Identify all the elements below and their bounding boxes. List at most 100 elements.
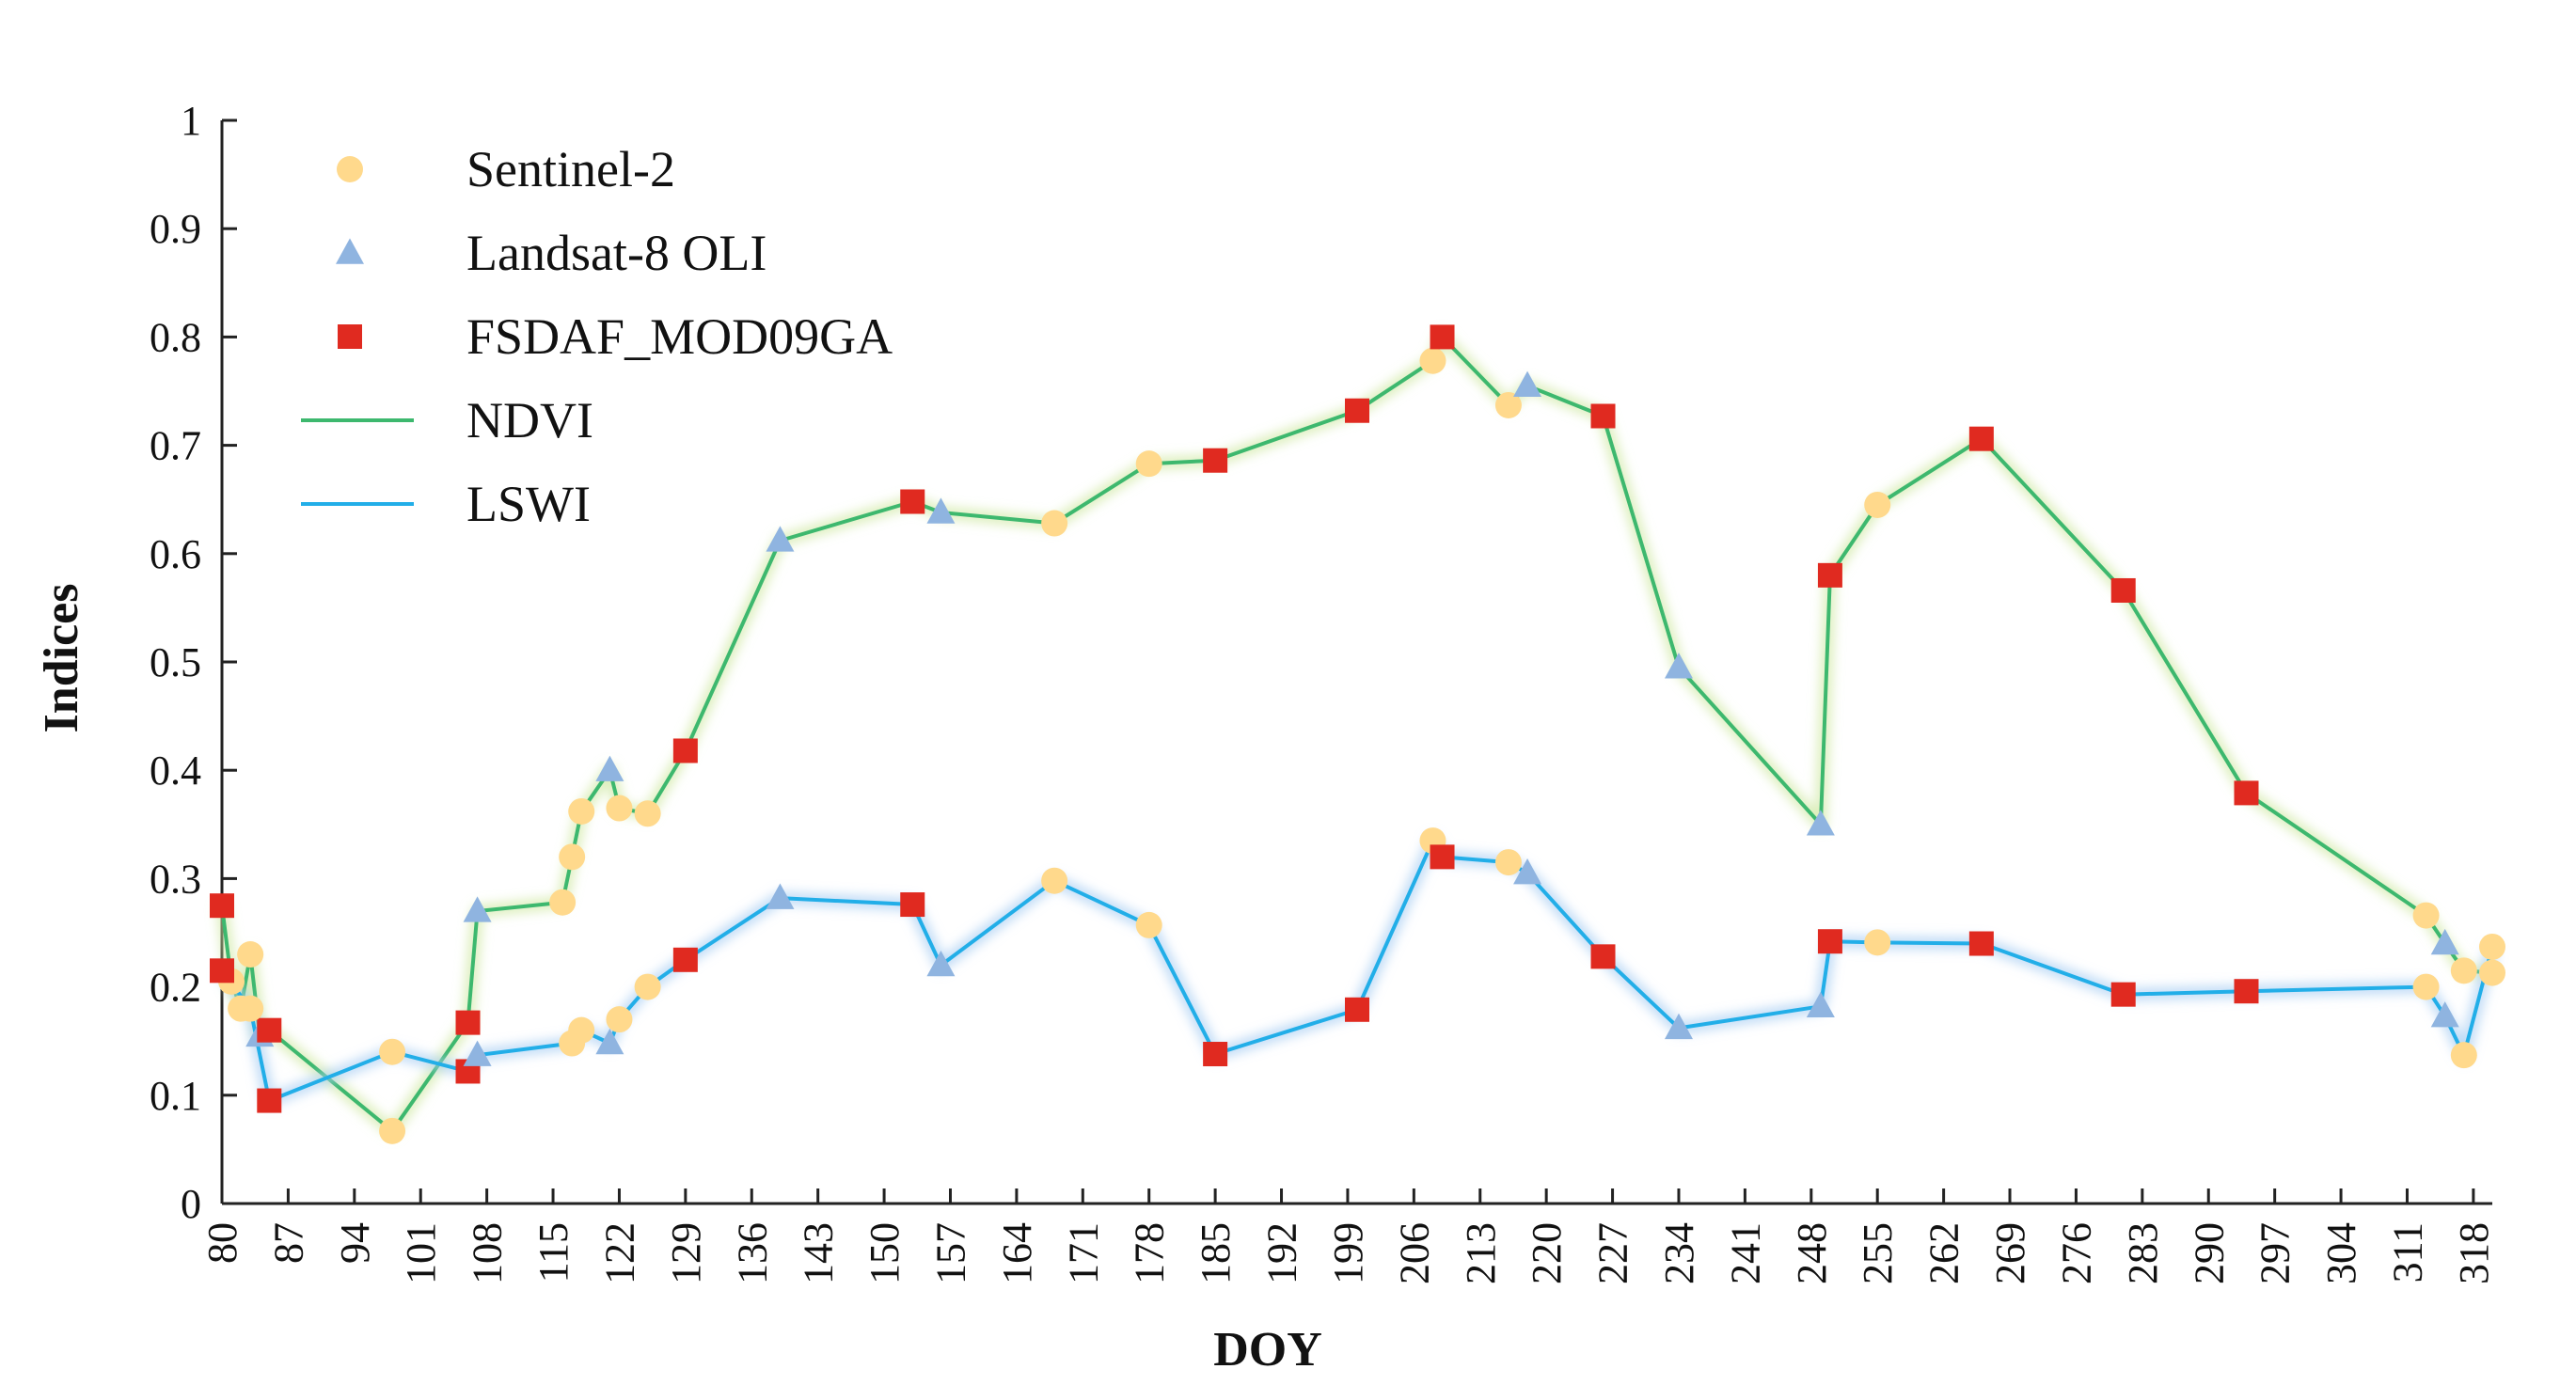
data-point-lswi-circle xyxy=(2412,973,2440,1000)
data-point-lswi-square xyxy=(900,892,925,918)
y-tick-label: 0.1 xyxy=(150,1073,201,1119)
data-point-ndvi-circle xyxy=(549,889,577,916)
data-point-lswi-triangle xyxy=(463,1040,492,1066)
x-tick-label: 80 xyxy=(199,1222,245,1264)
legend-item-sentinel-2: Sentinel-2 xyxy=(337,141,675,197)
data-point-ndvi-circle xyxy=(2479,959,2505,986)
x-tick-label: 171 xyxy=(1060,1222,1106,1284)
data-point-lswi-square xyxy=(1345,997,1369,1022)
data-point-lswi-triangle xyxy=(1513,858,1542,885)
y-tick-label: 0.5 xyxy=(150,639,201,685)
data-point-lswi-triangle xyxy=(766,883,795,909)
x-tick-label: 136 xyxy=(729,1222,775,1284)
x-tick-label: 276 xyxy=(2053,1222,2099,1284)
x-tick-label: 199 xyxy=(1325,1222,1371,1284)
x-tick-label: 311 xyxy=(2384,1222,2430,1283)
legend-label: FSDAF_MOD09GA xyxy=(466,308,893,365)
data-point-ndvi-square xyxy=(210,893,234,919)
data-point-ndvi-square xyxy=(1817,562,1842,588)
data-point-lswi-square xyxy=(672,947,698,972)
data-point-ndvi-square xyxy=(455,1010,481,1035)
x-tick-label: 255 xyxy=(1855,1222,1901,1284)
y-tick-label: 0.3 xyxy=(150,856,201,902)
data-point-ndvi-circle xyxy=(606,795,633,822)
data-point-ndvi-square xyxy=(900,489,925,514)
y-tick-label: 0.7 xyxy=(150,423,201,469)
data-point-lswi-circle xyxy=(2450,1042,2477,1069)
data-point-lswi-circle xyxy=(606,1006,633,1033)
y-tick-label: 0.8 xyxy=(150,314,201,360)
data-point-ndvi-square xyxy=(1430,324,1455,350)
data-point-lswi-square xyxy=(257,1088,282,1113)
data-point-ndvi-triangle xyxy=(766,526,795,552)
data-point-ndvi-circle xyxy=(568,797,595,825)
data-point-ndvi-triangle xyxy=(463,896,492,922)
data-point-lswi-circle xyxy=(237,995,264,1022)
data-point-ndvi-square xyxy=(1345,398,1369,423)
data-point-ndvi-circle xyxy=(237,941,264,968)
data-point-ndvi-triangle xyxy=(2430,928,2459,955)
data-point-ndvi-triangle xyxy=(926,497,956,524)
x-tick-label: 304 xyxy=(2318,1222,2364,1284)
data-point-ndvi-triangle xyxy=(1513,370,1542,397)
data-point-ndvi-square xyxy=(1203,448,1228,473)
legend-symbol xyxy=(338,324,362,349)
legend-label: NDVI xyxy=(466,392,593,449)
data-point-lswi-square xyxy=(1590,944,1616,969)
data-point-lswi-triangle xyxy=(2430,1001,2459,1028)
data-markers xyxy=(210,324,2505,1144)
data-point-ndvi-square xyxy=(2234,780,2259,806)
data-point-lswi-circle xyxy=(1135,911,1162,938)
x-tick-label: 115 xyxy=(530,1222,577,1283)
legend-symbol xyxy=(336,238,364,264)
x-tick-label: 220 xyxy=(1524,1222,1570,1284)
x-tick-label: 94 xyxy=(332,1222,378,1264)
data-point-ndvi-circle xyxy=(2412,902,2440,929)
data-point-lswi-square xyxy=(1968,931,1994,956)
data-point-ndvi-square xyxy=(257,1017,282,1043)
x-tick-label: 234 xyxy=(1656,1222,1702,1284)
data-point-ndvi-circle xyxy=(1041,510,1068,537)
data-point-ndvi-circle xyxy=(379,1117,406,1144)
x-tick-label: 269 xyxy=(1987,1222,2033,1284)
x-tick-label: 206 xyxy=(1391,1222,1437,1284)
x-tick-label: 157 xyxy=(927,1222,973,1284)
x-tick-label: 227 xyxy=(1590,1222,1636,1284)
y-tick-label: 0.6 xyxy=(150,531,201,577)
y-ticks: 0 0.1 0.2 0.3 0.4 0.5 0.6 0.7 0.8 0.9 1 xyxy=(150,98,237,1227)
y-axis-title: Indices xyxy=(35,584,88,733)
x-tick-label: 129 xyxy=(663,1222,709,1284)
x-tick-label: 101 xyxy=(398,1222,444,1284)
x-tick-label: 185 xyxy=(1193,1222,1239,1284)
data-point-ndvi-circle xyxy=(1494,391,1522,418)
data-point-lswi-square xyxy=(2110,982,2136,1007)
data-point-lswi-circle xyxy=(1041,867,1068,894)
legend-label: Landsat-8 OLI xyxy=(466,225,766,281)
y-tick-label: 0.4 xyxy=(150,748,201,794)
data-point-lswi-circle xyxy=(568,1016,595,1044)
legend-item-fsdaf-mod09ga: FSDAF_MOD09GA xyxy=(338,308,893,365)
data-point-ndvi-triangle xyxy=(595,755,624,781)
x-ticks: 80 87 94 101 108 115 122 129 136 143 150 157 164 171 1… xyxy=(199,1188,2497,1284)
x-tick-label: 108 xyxy=(465,1222,511,1284)
x-axis-title: DOY xyxy=(1213,1323,1322,1377)
legend: Sentinel-2 Landsat-8 OLI FSDAF_MOD09GA NDVI… xyxy=(301,141,893,532)
data-point-lswi-square xyxy=(1430,844,1455,870)
y-tick-label: 0.2 xyxy=(150,965,201,1011)
x-tick-label: 297 xyxy=(2252,1222,2299,1284)
x-tick-label: 283 xyxy=(2120,1222,2166,1284)
data-point-ndvi-circle xyxy=(559,843,586,871)
x-tick-label: 87 xyxy=(265,1222,311,1264)
x-tick-label: 248 xyxy=(1789,1222,1835,1284)
data-point-ndvi-square xyxy=(1968,426,1994,451)
data-point-lswi-circle xyxy=(1494,849,1522,876)
x-tick-label: 241 xyxy=(1722,1222,1768,1284)
y-tick-label: 0 xyxy=(181,1181,201,1227)
data-point-lswi-circle xyxy=(379,1038,406,1065)
data-point-lswi-square xyxy=(1203,1042,1228,1067)
data-point-lswi-square xyxy=(1817,929,1842,954)
data-point-lswi-triangle xyxy=(1664,1013,1693,1040)
x-tick-label: 178 xyxy=(1127,1222,1173,1284)
data-point-ndvi-triangle xyxy=(1664,653,1693,679)
x-tick-label: 318 xyxy=(2451,1222,2497,1284)
